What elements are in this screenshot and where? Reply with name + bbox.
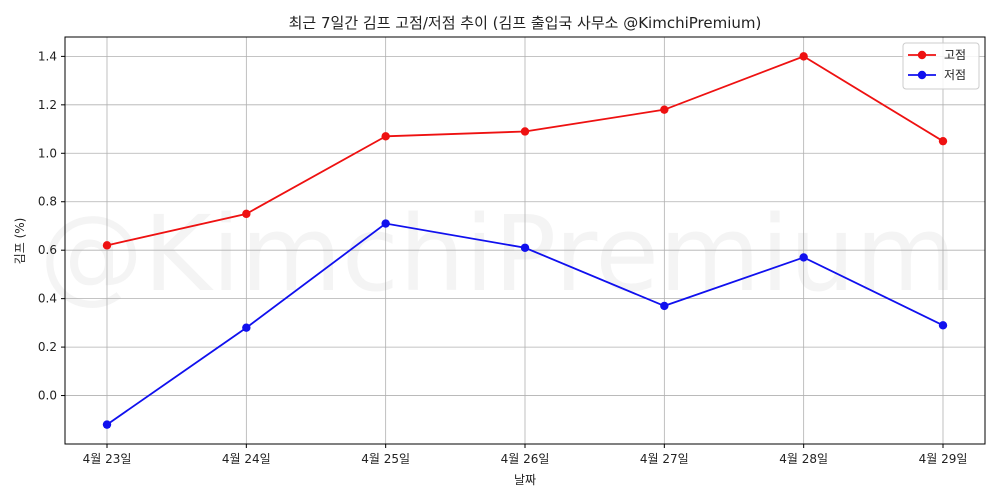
data-point (660, 301, 669, 311)
x-tick-label: 4월 23일 (83, 452, 132, 466)
data-point (381, 219, 390, 228)
x-tick-label: 4월 25일 (361, 452, 410, 466)
data-point (660, 105, 669, 114)
y-tick-label: 1.0 (38, 146, 57, 160)
data-point (799, 253, 808, 262)
chart-title: 최근 7일간 김프 고점/저점 추이 (김프 출입국 사무소 @KimchiPr… (289, 14, 762, 32)
data-point (102, 241, 112, 250)
x-tick-label: 4월 24일 (222, 452, 271, 466)
data-point (938, 321, 948, 330)
y-tick-label: 0.8 (38, 195, 57, 209)
y-tick-label: 0.0 (38, 389, 57, 403)
legend-marker (917, 50, 927, 60)
series-layer (102, 52, 948, 429)
data-point (102, 420, 112, 429)
data-point (938, 136, 948, 146)
data-point (381, 132, 390, 141)
y-axis-label: 김프 (%) (13, 218, 27, 265)
data-point (242, 323, 251, 332)
x-axis-ticks: 4월 23일 4월 24일 4월 25일 4월 26일 4월 27일 4월 28일 4월 2… (83, 444, 968, 466)
grid-lines (65, 37, 985, 444)
x-tick-label: 4월 26일 (501, 452, 550, 466)
legend-label: 고점 (944, 48, 966, 62)
x-tick-label: 4월 27일 (640, 452, 689, 466)
x-tick-label: 4월 29일 (919, 452, 968, 466)
x-axis-label: 날짜 (514, 473, 536, 487)
x-tick-label: 4월 28일 (779, 452, 828, 466)
data-point (242, 209, 251, 219)
data-point (799, 52, 808, 61)
legend-box (902, 42, 980, 90)
y-tick-label: 0.6 (38, 243, 57, 257)
y-tick-label: 1.2 (38, 98, 57, 112)
y-tick-label: 0.2 (38, 340, 57, 354)
legend-marker (917, 70, 927, 80)
legend-label: 저점 (944, 68, 966, 82)
data-point (520, 127, 530, 136)
y-axis-ticks: 0.0 0.2 0.4 0.6 0.8 1.0 1.2 1.4 (38, 49, 65, 403)
y-tick-label: 1.4 (38, 49, 57, 63)
watermark-text: @KimchiPremium (39, 193, 956, 315)
data-point (520, 243, 530, 252)
y-tick-label: 0.4 (38, 292, 57, 306)
